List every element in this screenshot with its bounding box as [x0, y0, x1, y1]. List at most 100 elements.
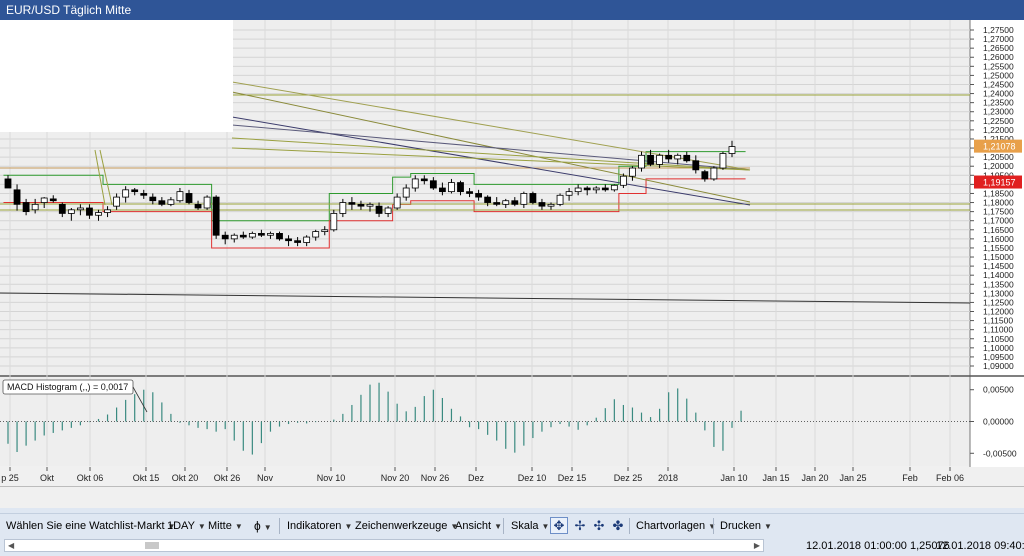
date-tick-label: Dez 10 — [518, 473, 547, 483]
candle-body — [384, 207, 392, 214]
trend-line — [0, 292, 971, 304]
candle-body — [22, 202, 30, 213]
candle-body — [95, 212, 102, 216]
horizontal-zoom-icon[interactable]: ✢ — [574, 518, 586, 533]
last-price-tag-bg — [974, 139, 1022, 153]
candle — [393, 193, 401, 210]
candle — [194, 200, 202, 210]
candle — [221, 231, 229, 245]
price-tick-label: 1,12000 — [983, 307, 1014, 317]
price-tick-label: 1,16500 — [983, 225, 1014, 235]
interval-dropdown[interactable]: 1DAY ▼ — [167, 518, 206, 534]
date-tick-label: p 25 — [1, 473, 19, 483]
candle — [484, 195, 492, 207]
candle-body — [176, 191, 184, 202]
chart-templates-menu[interactable]: Chartvorlagen▼ — [636, 518, 716, 534]
compress-icon[interactable]: ✤ — [612, 518, 624, 533]
chevron-down-icon: ▼ — [197, 522, 206, 531]
candle-body — [303, 236, 311, 243]
candle-body — [31, 203, 39, 211]
macd-label-pointer — [132, 386, 148, 413]
trend-line — [231, 147, 751, 171]
scrollbar-thumb[interactable] — [145, 542, 159, 549]
price-tick-label: 1,24500 — [983, 79, 1014, 89]
candle-body — [547, 203, 555, 207]
chevron-down-icon: ▼ — [763, 522, 772, 531]
price-tick-label: 1,27000 — [983, 34, 1014, 44]
candle — [294, 237, 302, 247]
pan-zoom-icon[interactable]: ✥ — [550, 517, 568, 534]
print-menu[interactable]: Drucken ▼ — [720, 518, 772, 534]
candle-body — [285, 238, 292, 242]
candle — [140, 189, 148, 199]
status-bar: ◀ ▶ 12.01.2018 01:00:00 1,25076 12.01.20… — [0, 536, 1024, 556]
candle-body — [565, 191, 573, 196]
horizontal-scrollbar[interactable]: ◀ ▶ — [4, 539, 764, 552]
watchlist-dropdown[interactable]: Wählen Sie eine Watchlist-Markt ▼ — [6, 518, 175, 534]
candle — [104, 206, 111, 218]
candle-body — [692, 160, 700, 171]
candle — [276, 231, 283, 241]
candle — [402, 184, 410, 201]
candle-body — [330, 213, 338, 231]
indicators-menu[interactable]: Indikatoren ▼ — [287, 518, 352, 534]
candle-body — [58, 203, 66, 214]
candle-body — [77, 207, 84, 211]
chevron-down-icon: ▼ — [541, 522, 550, 531]
candle — [375, 202, 383, 218]
candle — [638, 151, 645, 172]
price-tick-label: 1,26500 — [983, 43, 1014, 53]
date-tick-label: Dez — [468, 473, 485, 483]
candle — [122, 186, 130, 203]
date-tick-label: Dez 15 — [558, 473, 587, 483]
chart-style-dropdown[interactable]: ϕ ▼ — [254, 518, 272, 534]
date-tick-label: Feb — [902, 473, 918, 483]
scroll-right-icon[interactable]: ▶ — [753, 541, 760, 550]
candle-body — [149, 196, 157, 202]
toolbar-divider — [629, 518, 630, 534]
price-tick-label: 1,12500 — [983, 297, 1014, 307]
candle-body — [656, 154, 663, 165]
candle-body — [339, 202, 347, 214]
candle-body — [592, 187, 600, 191]
date-tick-label: Jan 20 — [801, 473, 828, 483]
candle-body — [484, 196, 492, 203]
candle — [574, 184, 582, 196]
scale-menu[interactable]: Skala ▼ — [511, 518, 549, 534]
view-label: Ansicht — [455, 520, 492, 532]
drawing-tools-menu[interactable]: Zeichenwerkzeuge ▼ — [355, 518, 458, 534]
chevron-down-icon: ▼ — [708, 522, 716, 531]
candle — [429, 177, 437, 190]
candle-body — [321, 229, 329, 232]
candle-body — [701, 171, 709, 180]
date-tick-label: Jan 10 — [720, 473, 747, 483]
candle-body — [122, 189, 130, 198]
candle-body — [294, 240, 302, 243]
vertical-zoom-icon[interactable]: ✣ — [593, 518, 605, 533]
candle — [257, 229, 265, 238]
drawing-tools-label: Zeichenwerkzeuge — [355, 520, 448, 532]
candle — [95, 209, 102, 221]
price-tick-label: 1,25000 — [983, 70, 1014, 80]
scroll-left-icon[interactable]: ◀ — [8, 541, 15, 550]
candle — [665, 149, 673, 163]
trend-line — [231, 116, 751, 206]
view-menu[interactable]: Ansicht ▼ — [455, 518, 502, 534]
candle — [357, 200, 365, 210]
candle-body — [556, 194, 564, 205]
candle-body — [402, 187, 410, 198]
candle — [538, 198, 546, 210]
price-tick-label: 1,17000 — [983, 216, 1014, 226]
price-tick-label: 1,25500 — [983, 61, 1014, 71]
candle — [31, 198, 39, 214]
chart-area[interactable]: 1,27500 1,27000 1,26500 1,26000 1,25500 1,250… — [0, 20, 1024, 508]
price-tick-label: 1,10000 — [983, 343, 1014, 353]
price-chart[interactable]: 1,275001,270001,265001,260001,255001,250… — [0, 20, 1024, 508]
price-type-dropdown[interactable]: Mitte ▼ — [208, 518, 243, 534]
overlay-box — [0, 20, 233, 132]
candle-body — [520, 193, 528, 205]
candle-body — [221, 234, 229, 240]
candle — [13, 184, 21, 211]
candle-body — [629, 167, 636, 177]
candle — [448, 178, 455, 194]
